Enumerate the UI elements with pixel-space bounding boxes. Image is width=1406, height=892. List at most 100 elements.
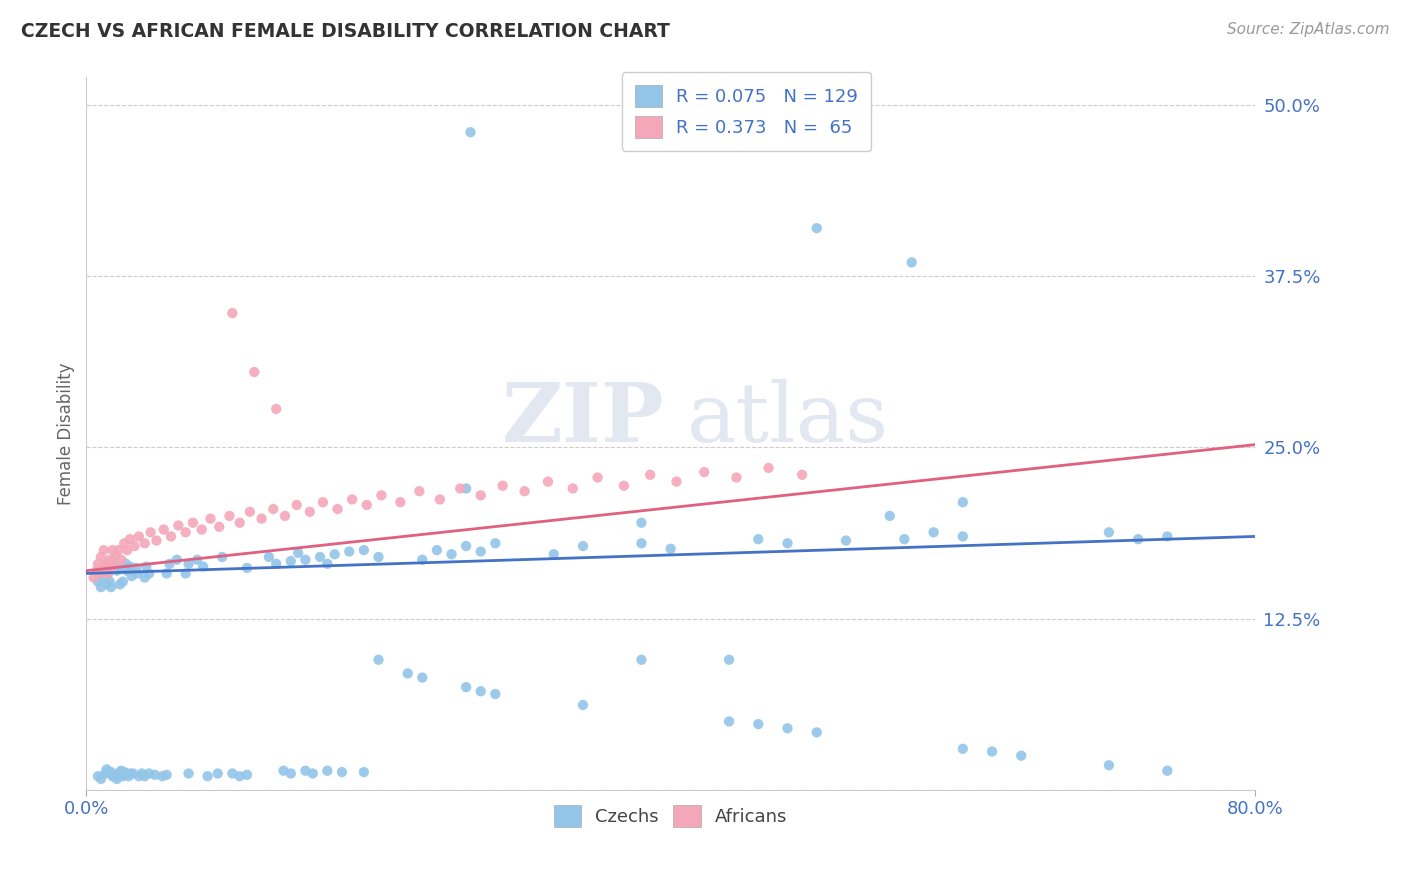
Point (630, 653, 652, 667)
Point (1156, 529, 1178, 543)
Point (367, 653, 389, 667)
Point (879, 508, 901, 523)
Point (138, 766, 160, 780)
Point (167, 518, 190, 533)
Point (103, 557, 125, 571)
Point (250, 511, 273, 525)
Point (586, 470, 609, 484)
Point (118, 769, 141, 783)
Point (139, 525, 162, 540)
Point (370, 488, 392, 502)
Point (309, 549, 332, 564)
Point (408, 484, 430, 499)
Point (174, 525, 197, 540)
Point (449, 482, 471, 496)
Point (330, 765, 353, 780)
Point (440, 547, 463, 561)
Point (228, 516, 250, 530)
Point (228, 769, 250, 783)
Point (190, 523, 212, 537)
Point (221, 306, 243, 320)
Point (103, 769, 125, 783)
Point (134, 570, 156, 584)
Point (411, 671, 433, 685)
Point (122, 766, 145, 780)
Point (107, 543, 129, 558)
Point (758, 461, 780, 475)
Point (181, 516, 204, 530)
Point (665, 475, 688, 489)
Point (543, 547, 565, 561)
Point (262, 502, 284, 516)
Point (900, 255, 922, 269)
Point (630, 536, 652, 550)
Point (207, 766, 229, 780)
Point (301, 766, 323, 780)
Point (952, 495, 974, 509)
Point (156, 768, 179, 782)
Point (470, 488, 492, 502)
Point (1010, 748, 1032, 763)
Point (236, 768, 259, 782)
Point (776, 536, 799, 550)
Point (120, 532, 142, 546)
Point (218, 508, 240, 523)
Point (537, 475, 560, 489)
Point (156, 566, 179, 581)
Text: ZIP: ZIP (502, 379, 664, 459)
Point (150, 769, 173, 783)
Point (747, 717, 769, 731)
Point (693, 465, 716, 479)
Point (90, 549, 112, 564)
Point (236, 561, 259, 575)
Point (108, 768, 131, 782)
Point (470, 684, 492, 698)
Point (186, 553, 208, 567)
Point (96, 577, 118, 591)
Point (1098, 525, 1121, 540)
Point (143, 768, 166, 782)
Point (90, 566, 112, 581)
Point (1156, 764, 1178, 778)
Point (134, 769, 156, 783)
Point (294, 764, 316, 778)
Point (120, 559, 142, 574)
Point (747, 532, 769, 546)
Point (456, 680, 478, 694)
Point (112, 536, 135, 550)
Point (456, 482, 478, 496)
Point (128, 529, 150, 543)
Point (367, 549, 389, 564)
Point (135, 559, 157, 574)
Text: Source: ZipAtlas.com: Source: ZipAtlas.com (1226, 22, 1389, 37)
Point (340, 492, 363, 507)
Point (87, 557, 110, 571)
Point (101, 543, 124, 558)
Point (111, 574, 134, 589)
Point (264, 557, 287, 571)
Point (105, 564, 128, 578)
Point (125, 561, 148, 575)
Point (108, 561, 131, 575)
Point (87, 574, 110, 589)
Point (1126, 532, 1149, 546)
Point (104, 559, 127, 574)
Point (112, 765, 135, 780)
Point (114, 766, 136, 780)
Point (274, 508, 297, 523)
Point (1098, 758, 1121, 772)
Point (316, 557, 339, 571)
Point (108, 577, 131, 591)
Point (134, 536, 156, 550)
Point (121, 569, 143, 583)
Point (572, 539, 595, 553)
Point (110, 764, 132, 778)
Point (572, 698, 595, 712)
Point (128, 769, 150, 783)
Point (90, 772, 112, 786)
Point (104, 549, 127, 564)
Point (638, 467, 661, 482)
Point (273, 764, 295, 778)
Point (513, 484, 536, 499)
Point (97, 566, 120, 581)
